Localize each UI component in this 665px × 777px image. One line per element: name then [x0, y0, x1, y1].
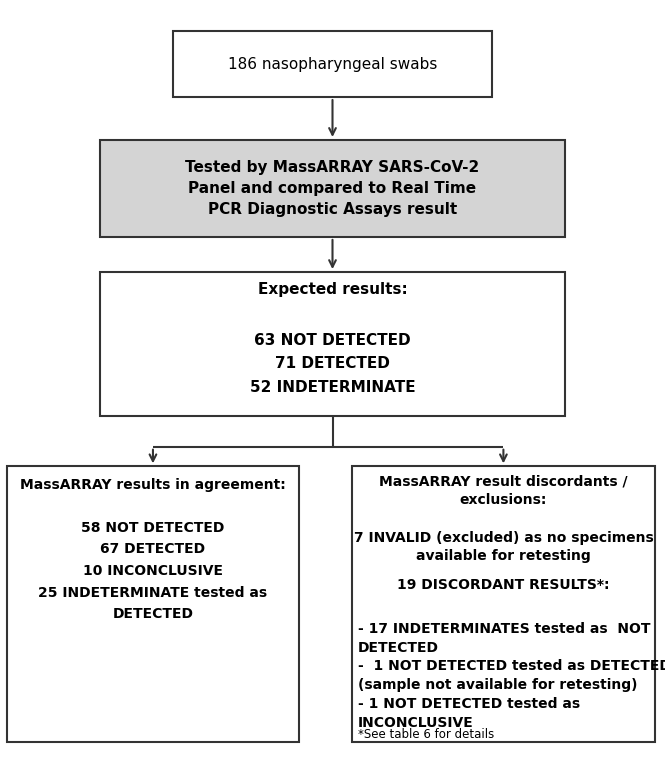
FancyBboxPatch shape	[173, 31, 492, 97]
Text: 63 NOT DETECTED
71 DETECTED
52 INDETERMINATE: 63 NOT DETECTED 71 DETECTED 52 INDETERMI…	[249, 333, 416, 395]
Text: MassARRAY results in agreement:: MassARRAY results in agreement:	[20, 478, 286, 492]
Text: 19 DISCORDANT RESULTS*:: 19 DISCORDANT RESULTS*:	[397, 578, 610, 592]
FancyBboxPatch shape	[7, 466, 299, 742]
Text: *See table 6 for details: *See table 6 for details	[358, 728, 494, 740]
Text: Expected results:: Expected results:	[257, 281, 408, 297]
FancyBboxPatch shape	[100, 140, 565, 237]
Text: 58 NOT DETECTED
67 DETECTED
10 INCONCLUSIVE
25 INDETERMINATE tested as
DETECTED: 58 NOT DETECTED 67 DETECTED 10 INCONCLUS…	[39, 521, 267, 622]
FancyBboxPatch shape	[352, 466, 655, 742]
Text: - 17 INDETERMINATES tested as  NOT
DETECTED
-  1 NOT DETECTED tested as DETECTED: - 17 INDETERMINATES tested as NOT DETECT…	[358, 622, 665, 730]
Text: Tested by MassARRAY SARS-CoV-2
Panel and compared to Real Time
PCR Diagnostic As: Tested by MassARRAY SARS-CoV-2 Panel and…	[186, 160, 479, 218]
Text: 186 nasopharyngeal swabs: 186 nasopharyngeal swabs	[228, 57, 437, 72]
Text: MassARRAY result discordants /
exclusions:: MassARRAY result discordants / exclusion…	[379, 475, 628, 507]
Text: 7 INVALID (excluded) as no specimens
available for retesting: 7 INVALID (excluded) as no specimens ava…	[354, 531, 653, 563]
FancyBboxPatch shape	[100, 272, 565, 416]
